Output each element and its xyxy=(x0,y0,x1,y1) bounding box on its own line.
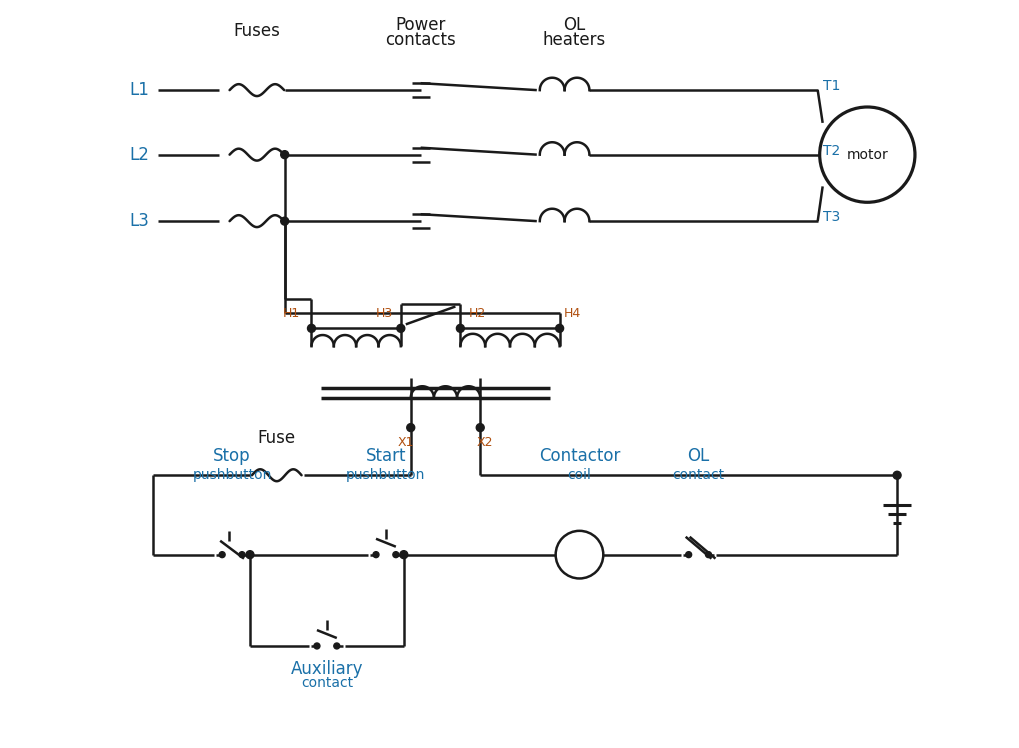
Circle shape xyxy=(705,552,711,557)
Text: L3: L3 xyxy=(129,212,150,230)
Text: Fuses: Fuses xyxy=(233,22,280,40)
Circle shape xyxy=(307,325,315,332)
Circle shape xyxy=(238,552,245,557)
Text: T1: T1 xyxy=(822,79,840,94)
Circle shape xyxy=(685,552,691,557)
Text: motor: motor xyxy=(846,147,888,162)
Circle shape xyxy=(246,551,254,559)
Circle shape xyxy=(893,471,900,479)
Circle shape xyxy=(392,552,398,557)
Circle shape xyxy=(280,150,288,159)
Circle shape xyxy=(219,552,225,557)
Text: H1: H1 xyxy=(282,307,300,320)
Circle shape xyxy=(476,423,484,432)
Text: H4: H4 xyxy=(564,307,580,320)
Circle shape xyxy=(555,531,602,578)
Text: L1: L1 xyxy=(129,81,150,99)
Circle shape xyxy=(555,325,564,332)
Circle shape xyxy=(819,107,914,202)
Circle shape xyxy=(396,325,405,332)
Text: Start: Start xyxy=(366,447,406,465)
Text: T3: T3 xyxy=(822,210,839,224)
Text: contact: contact xyxy=(301,675,353,690)
Text: H3: H3 xyxy=(375,307,392,320)
Text: L2: L2 xyxy=(129,146,150,164)
Text: OL: OL xyxy=(562,16,585,34)
Text: Stop: Stop xyxy=(213,447,251,465)
Circle shape xyxy=(455,325,464,332)
Text: H2: H2 xyxy=(468,307,485,320)
Text: contacts: contacts xyxy=(385,31,455,49)
Text: Auxiliary: Auxiliary xyxy=(290,660,363,678)
Text: pushbutton: pushbutton xyxy=(193,468,271,482)
Circle shape xyxy=(314,643,320,649)
Text: T2: T2 xyxy=(822,144,839,158)
Text: pushbutton: pushbutton xyxy=(345,468,425,482)
Text: Power: Power xyxy=(395,16,445,34)
Circle shape xyxy=(399,551,408,559)
Circle shape xyxy=(373,552,379,557)
Text: heaters: heaters xyxy=(542,31,605,49)
Text: OL: OL xyxy=(687,447,709,465)
Text: Contactor: Contactor xyxy=(538,447,620,465)
Text: X1: X1 xyxy=(397,435,414,449)
Text: X2: X2 xyxy=(477,435,493,449)
Text: contact: contact xyxy=(672,468,723,482)
Text: Fuse: Fuse xyxy=(258,429,296,447)
Circle shape xyxy=(280,217,288,225)
Circle shape xyxy=(407,423,415,432)
Text: coil: coil xyxy=(567,468,591,482)
Circle shape xyxy=(333,643,339,649)
